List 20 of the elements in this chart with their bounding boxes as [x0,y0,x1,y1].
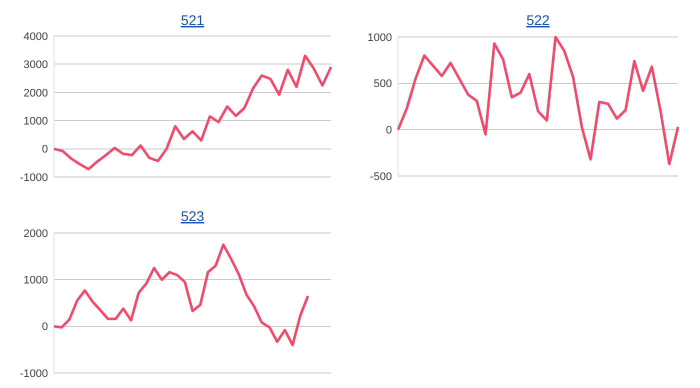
y-tick-label: 0 [42,321,48,334]
chart-title: 522 [526,12,550,28]
y-tick-label: 500 [374,78,392,90]
y-tick-label: -1000 [20,368,48,380]
y-tick-label: 2000 [24,87,48,100]
chart-title: 523 [180,208,204,224]
y-tick-label: 1000 [24,274,48,287]
y-tick-label: 4000 [24,30,48,43]
y-tick-label: 2000 [24,228,48,240]
line-series [52,243,310,346]
y-tick-label: -1000 [20,172,48,184]
line-series [396,36,680,166]
y-tick-label: 0 [386,124,392,137]
y-tick-label: 0 [42,144,48,156]
chart-title: 521 [180,12,204,28]
y-tick-label: 1000 [368,32,392,44]
line-series [52,54,332,170]
y-tick-label: 1000 [24,115,48,128]
y-tick-label: -500 [370,170,392,183]
y-tick-label: 3000 [24,59,48,72]
